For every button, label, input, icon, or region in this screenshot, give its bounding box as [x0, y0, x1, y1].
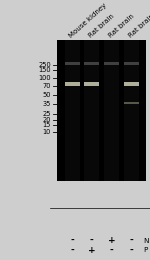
Text: 20: 20	[42, 117, 51, 123]
Bar	[124, 40, 139, 181]
Bar	[124, 102, 139, 104]
Text: +: +	[88, 246, 95, 255]
Bar	[57, 40, 146, 181]
Text: -: -	[90, 236, 93, 245]
Text: -: -	[71, 246, 74, 255]
Text: -: -	[110, 246, 113, 255]
Text: 50: 50	[42, 92, 51, 98]
Bar	[65, 62, 80, 65]
Text: P Peptide: P Peptide	[144, 247, 150, 253]
Text: 35: 35	[43, 101, 51, 107]
Text: -: -	[71, 236, 74, 245]
Text: 250: 250	[38, 62, 51, 68]
Text: -: -	[129, 246, 133, 255]
Bar	[65, 82, 80, 86]
Bar	[104, 62, 119, 65]
Text: 15: 15	[43, 122, 51, 128]
Text: +: +	[108, 236, 115, 245]
Text: 10: 10	[43, 129, 51, 135]
Text: N Peptide: N Peptide	[144, 237, 150, 244]
Text: Rat brain: Rat brain	[87, 13, 115, 39]
Text: 70: 70	[42, 83, 51, 89]
Bar	[84, 62, 99, 65]
Text: 150: 150	[38, 68, 51, 74]
Text: -: -	[129, 236, 133, 245]
Text: Rat brain: Rat brain	[107, 13, 135, 39]
Bar	[104, 40, 119, 181]
Text: 25: 25	[42, 111, 51, 117]
Text: Mouse kidney: Mouse kidney	[68, 2, 108, 39]
Bar	[65, 40, 80, 181]
Text: 100: 100	[38, 75, 51, 81]
Bar	[124, 62, 139, 65]
Bar	[84, 40, 99, 181]
Text: Rat brain: Rat brain	[127, 13, 150, 39]
Bar	[124, 82, 139, 86]
Bar	[84, 82, 99, 86]
